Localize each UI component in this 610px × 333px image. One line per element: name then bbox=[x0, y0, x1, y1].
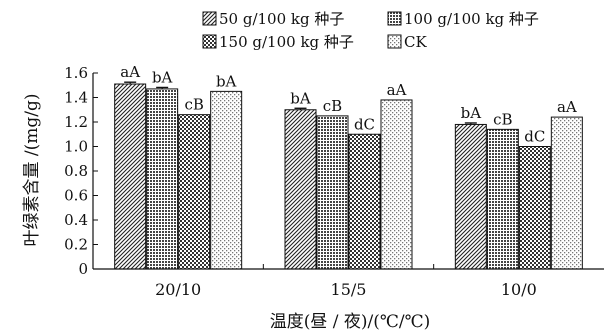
bar bbox=[210, 90, 243, 270]
y-tick-label: 0.6 bbox=[64, 187, 88, 205]
x-axis-label: 温度(昼 / 夜)/(℃/℃) bbox=[270, 312, 431, 332]
bars: aA bA cB bA bA cB dC aA bA cB dC aA bbox=[114, 63, 583, 270]
legend-swatch bbox=[202, 34, 217, 49]
bar bbox=[486, 128, 519, 270]
bar bbox=[348, 133, 381, 270]
significance-label: bA bbox=[152, 68, 173, 86]
bar bbox=[114, 83, 147, 270]
legend-swatch bbox=[202, 11, 217, 26]
x-category-label: 15/5 bbox=[331, 280, 367, 299]
significance-label: cB bbox=[493, 110, 512, 128]
y-tick-label: 0 bbox=[78, 260, 88, 278]
bar bbox=[316, 115, 349, 270]
y-tick-label: 0.8 bbox=[64, 162, 88, 180]
bar bbox=[518, 146, 551, 270]
bar bbox=[380, 99, 413, 270]
significance-label: aA bbox=[120, 63, 140, 81]
bar bbox=[284, 109, 317, 270]
y-tick-label: 1.2 bbox=[64, 113, 88, 131]
legend-swatch bbox=[387, 34, 402, 49]
significance-label: aA bbox=[557, 98, 577, 116]
significance-label: dC bbox=[524, 128, 545, 146]
bar bbox=[550, 116, 583, 270]
significance-label: dC bbox=[354, 115, 375, 133]
significance-label: cB bbox=[184, 96, 203, 114]
bar bbox=[146, 88, 179, 270]
y-tick-label: 0.4 bbox=[64, 211, 88, 229]
bar bbox=[454, 123, 487, 270]
significance-label: bA bbox=[216, 72, 237, 90]
legend-label: 50 g/100 kg 种子 bbox=[219, 10, 344, 28]
y-axis-label: 叶绿素含量 /(mg/g) bbox=[22, 93, 42, 246]
legend-label: 150 g/100 kg 种子 bbox=[219, 33, 354, 51]
significance-label: aA bbox=[387, 81, 407, 99]
y-tick-label: 1.6 bbox=[64, 64, 88, 82]
significance-label: bA bbox=[461, 104, 482, 122]
legend-swatch bbox=[387, 11, 402, 26]
legend: 50 g/100 kg 种子 100 g/100 kg 种子 150 g/100 k… bbox=[202, 10, 539, 51]
y-tick-label: 1.4 bbox=[64, 89, 88, 107]
x-category-label: 20/10 bbox=[155, 280, 201, 299]
y-tick-label: 0.2 bbox=[64, 236, 88, 254]
significance-label: cB bbox=[323, 97, 342, 115]
x-category-label: 10/0 bbox=[501, 280, 537, 299]
bar bbox=[178, 114, 211, 270]
y-tick-label: 1.0 bbox=[64, 138, 88, 156]
axes: 0 0.2 0.4 0.6 0.8 1.0 1.2 1.4 1.6 20/10 15/5 10/0 bbox=[64, 64, 604, 299]
significance-label: bA bbox=[290, 89, 311, 107]
legend-label: CK bbox=[404, 33, 427, 51]
legend-label: 100 g/100 kg 种子 bbox=[404, 10, 539, 28]
